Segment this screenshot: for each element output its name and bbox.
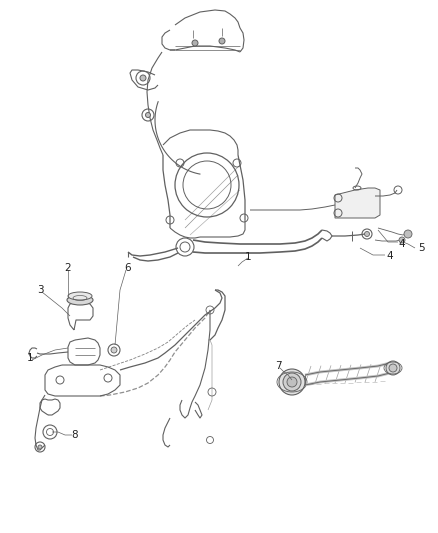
Circle shape <box>145 112 151 117</box>
Ellipse shape <box>68 292 92 300</box>
Text: 4: 4 <box>387 251 393 261</box>
Circle shape <box>219 38 225 44</box>
Text: 8: 8 <box>72 430 78 440</box>
Circle shape <box>399 237 405 243</box>
Circle shape <box>386 361 400 375</box>
Circle shape <box>38 445 42 449</box>
Circle shape <box>404 230 412 238</box>
Circle shape <box>389 364 397 372</box>
Circle shape <box>140 75 146 81</box>
Text: 6: 6 <box>125 263 131 273</box>
Circle shape <box>283 373 301 391</box>
Text: 1: 1 <box>27 353 33 363</box>
Circle shape <box>364 231 370 237</box>
Text: 4: 4 <box>399 239 405 249</box>
Ellipse shape <box>67 295 93 305</box>
Text: 2: 2 <box>65 263 71 273</box>
Circle shape <box>287 377 297 387</box>
Text: 1: 1 <box>245 252 251 262</box>
Polygon shape <box>335 188 380 218</box>
Text: 3: 3 <box>37 285 43 295</box>
Text: 5: 5 <box>418 243 424 253</box>
Circle shape <box>192 40 198 46</box>
Text: 7: 7 <box>275 361 281 371</box>
Circle shape <box>111 347 117 353</box>
Circle shape <box>279 369 305 395</box>
